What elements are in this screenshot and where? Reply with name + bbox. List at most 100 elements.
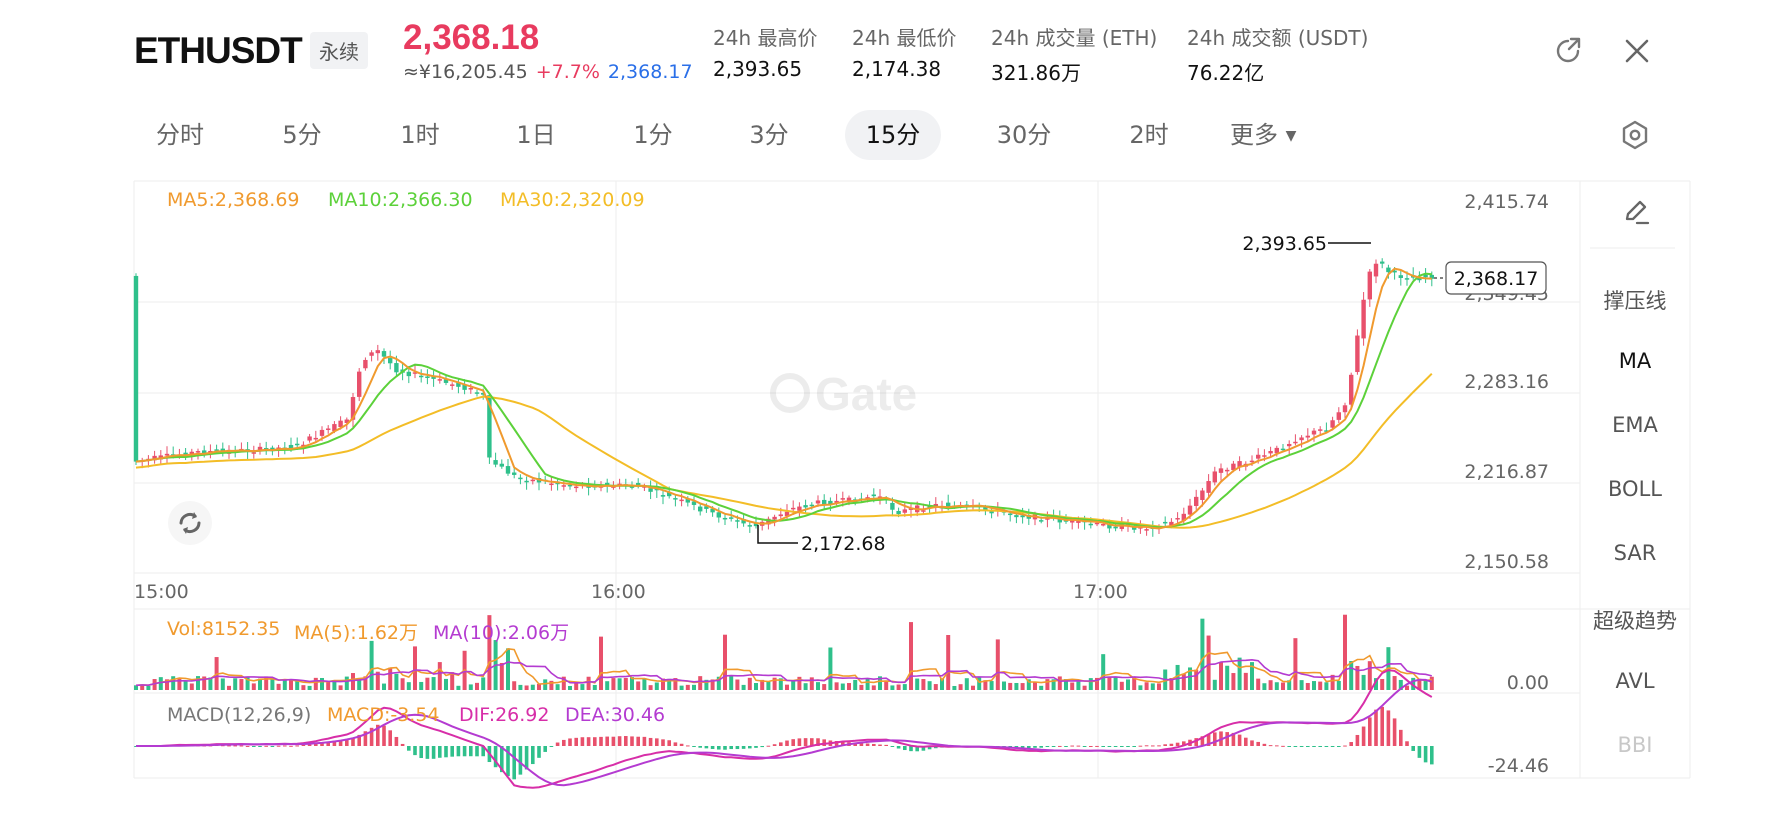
volume-bar bbox=[344, 676, 349, 690]
tab-3min[interactable]: 3分 bbox=[749, 121, 789, 149]
tab-1h[interactable]: 1时 bbox=[400, 121, 440, 149]
candle-body bbox=[319, 429, 325, 436]
volume-bar bbox=[506, 648, 510, 690]
indicator-bbi[interactable]: BBI bbox=[1617, 733, 1653, 757]
volume-bar bbox=[1014, 682, 1019, 690]
x-tick-label: 17:00 bbox=[1073, 581, 1128, 603]
macd-histogram-bar bbox=[1064, 746, 1068, 747]
candle-body bbox=[698, 506, 703, 512]
macd-histogram-bar bbox=[1361, 726, 1366, 746]
volume-bar bbox=[307, 685, 312, 690]
settings-hexagon-icon[interactable] bbox=[1618, 118, 1652, 152]
macd-histogram-bar bbox=[456, 746, 461, 757]
volume-bar bbox=[1355, 665, 1360, 690]
candle-body bbox=[1268, 450, 1273, 454]
candle-body bbox=[1076, 519, 1081, 523]
dea-legend: DEA:30.46 bbox=[565, 704, 666, 726]
macd-histogram-bar bbox=[1151, 745, 1155, 747]
macd-histogram-bar bbox=[400, 743, 405, 746]
macd-histogram-bar bbox=[462, 746, 467, 757]
vol-ma5-line bbox=[135, 647, 1432, 687]
macd-histogram-bar bbox=[413, 746, 417, 756]
tab-30min[interactable]: 30分 bbox=[996, 121, 1052, 149]
indicator-ema[interactable]: EMA bbox=[1612, 413, 1658, 437]
chart-sync-icon[interactable] bbox=[168, 501, 212, 545]
volume-bar bbox=[1051, 679, 1056, 690]
volume-bar bbox=[437, 662, 442, 690]
volume-bar bbox=[1243, 672, 1248, 690]
candle-body bbox=[667, 492, 672, 497]
close-icon[interactable] bbox=[1620, 34, 1654, 68]
change-percent: +7.7% bbox=[535, 61, 600, 83]
macd-histogram-bar bbox=[363, 731, 368, 746]
macd-histogram-bar bbox=[1430, 746, 1434, 765]
volume-bar bbox=[1181, 673, 1186, 690]
candle-body bbox=[1361, 299, 1366, 339]
vol-ma10-line bbox=[135, 658, 1432, 687]
macd-histogram-bar bbox=[1033, 746, 1037, 748]
volume-bar bbox=[828, 647, 833, 690]
volume-bar bbox=[1107, 676, 1112, 690]
macd-histogram-bar bbox=[704, 746, 709, 749]
tab-5min[interactable]: 5分 bbox=[282, 121, 322, 149]
volume-bar bbox=[276, 683, 281, 690]
volume-bar bbox=[282, 680, 287, 690]
indicator-supertrend[interactable]: 超级趋势 bbox=[1593, 609, 1677, 633]
indicator-boll[interactable]: BOLL bbox=[1608, 477, 1662, 501]
macd-histogram-bar bbox=[518, 746, 523, 775]
stat-label: 24h 成交额 (USDT) bbox=[1187, 26, 1369, 50]
candle-body bbox=[152, 455, 157, 461]
macd-histogram-bar bbox=[320, 742, 324, 746]
volume-bar bbox=[375, 671, 380, 690]
volume-bar bbox=[1361, 674, 1366, 690]
macd-histogram-bar bbox=[531, 746, 535, 765]
tab-1d[interactable]: 1日 bbox=[516, 121, 556, 149]
candle-body bbox=[778, 514, 783, 517]
candle-body bbox=[1020, 515, 1025, 518]
macd-histogram-bar bbox=[289, 745, 293, 747]
candle-body bbox=[828, 500, 833, 505]
candle-body bbox=[648, 488, 653, 492]
candle-body bbox=[1088, 523, 1093, 526]
tab-more[interactable]: 更多 ▼ bbox=[1230, 110, 1330, 160]
volume-bar bbox=[171, 676, 176, 690]
tab-1min[interactable]: 1分 bbox=[633, 121, 673, 149]
candle-body bbox=[524, 480, 529, 483]
indicator-avl[interactable]: AVL bbox=[1615, 669, 1655, 693]
macd-histogram-bar bbox=[431, 746, 436, 759]
candle-body bbox=[1299, 437, 1304, 441]
macd-histogram-bar bbox=[475, 746, 479, 757]
indicator-sar[interactable]: SAR bbox=[1613, 541, 1657, 565]
volume-bar bbox=[760, 679, 765, 690]
volume-bar bbox=[1119, 681, 1124, 690]
share-icon[interactable] bbox=[1551, 34, 1585, 68]
volume-bar bbox=[1250, 662, 1254, 690]
indicator-ma[interactable]: MA bbox=[1618, 349, 1652, 373]
volume-bar bbox=[1002, 681, 1006, 690]
candle-body bbox=[1225, 469, 1230, 472]
macd-histogram-bar bbox=[624, 736, 628, 746]
candle-body bbox=[357, 371, 362, 397]
volume-bar bbox=[140, 684, 145, 690]
tab-fenshi[interactable]: 分时 bbox=[156, 121, 204, 149]
volume-bar bbox=[1237, 657, 1242, 690]
candle-body bbox=[1336, 412, 1341, 420]
macd-histogram-bar bbox=[729, 746, 733, 750]
tab-2h[interactable]: 2时 bbox=[1129, 121, 1169, 149]
current-price-tag[interactable]: 2,368.17 bbox=[1434, 261, 1547, 295]
draw-tool-icon[interactable] bbox=[1618, 194, 1654, 230]
tab-15min[interactable]: 15分 bbox=[845, 110, 941, 160]
macd-axis-label: -24.46 bbox=[1488, 755, 1549, 777]
volume-bar bbox=[1045, 679, 1050, 690]
volume-bar bbox=[716, 676, 721, 690]
volume-bar bbox=[723, 634, 727, 690]
macd-histogram-bar bbox=[1039, 746, 1043, 748]
candle-body bbox=[791, 507, 796, 510]
candle-body bbox=[1404, 278, 1410, 280]
y-tick-label: 2,216.87 bbox=[1464, 461, 1549, 483]
indicator-support-resistance[interactable]: 撑压线 bbox=[1603, 289, 1667, 313]
dif-line bbox=[136, 669, 1433, 789]
candle-body bbox=[437, 379, 442, 381]
volume-bar bbox=[995, 639, 1000, 690]
